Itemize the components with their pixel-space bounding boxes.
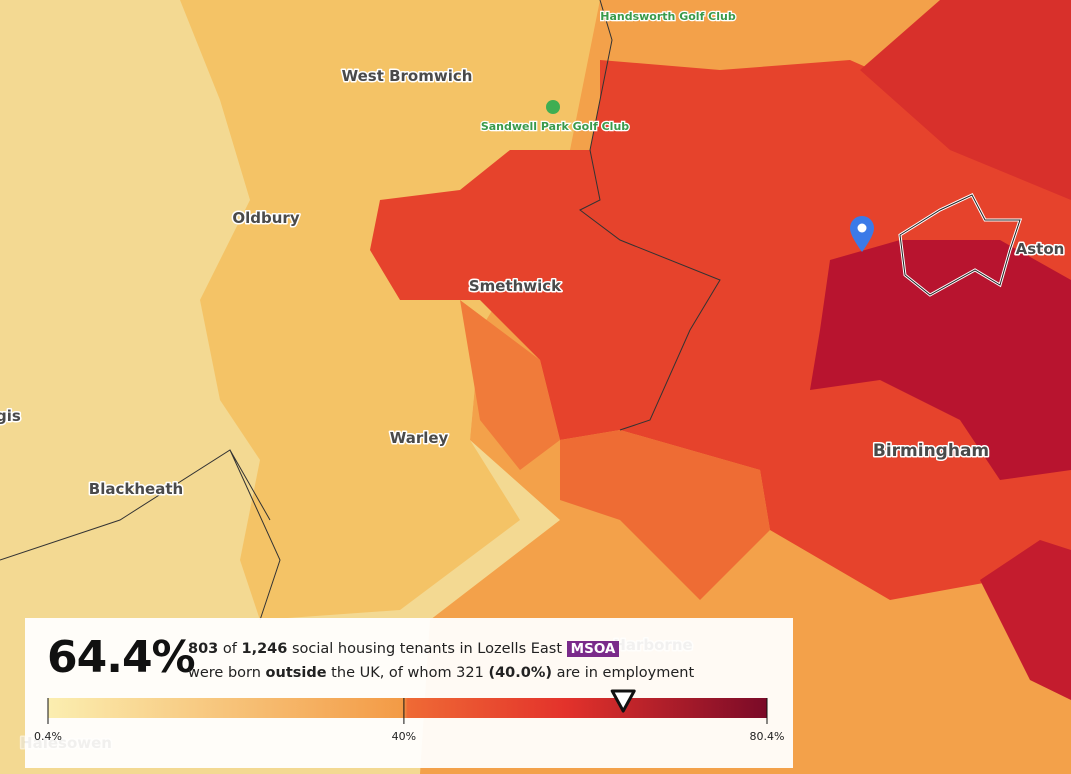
description: 803 of 1,246 social housing tenants in L… [188, 637, 694, 685]
region [860, 0, 1071, 200]
place-label: Blackheath [89, 480, 183, 498]
legend-tick-label: 40% [392, 730, 416, 743]
location-pin [850, 216, 874, 252]
description-text: outside [265, 665, 327, 681]
region [370, 60, 1071, 600]
description-text: (40.0%) [488, 665, 553, 681]
place-label: Birmingham [873, 441, 989, 461]
place-label: Sandwell Park Golf Club [481, 120, 629, 133]
place-label: Harborne [613, 636, 692, 654]
place-label: Aston [1016, 240, 1065, 258]
region [560, 430, 770, 600]
description-text: were born [188, 665, 266, 681]
golf-icon [546, 100, 560, 114]
description-text: 1,246 [241, 641, 288, 657]
place-label: Handsworth Golf Club [600, 10, 736, 23]
description-text: of [218, 641, 242, 657]
selected-area-outline [899, 194, 1021, 296]
region [980, 540, 1071, 700]
headline-value: 64.4% [47, 632, 196, 683]
legend-marker [610, 689, 636, 713]
place-label: Warley [390, 429, 449, 447]
description-text: the UK, of whom 321 [326, 665, 489, 681]
place-label: Smethwick [469, 277, 562, 295]
info-panel [25, 618, 793, 768]
region [810, 240, 1071, 480]
description-text: social housing tenants in Lozells East [287, 641, 567, 657]
place-label: Oldbury [232, 209, 299, 227]
description-text: are in employment [552, 665, 695, 681]
region [460, 300, 560, 470]
location-pin-dot [857, 223, 867, 233]
legend-tick-label: 80.4% [750, 730, 785, 743]
place-label: gis [0, 407, 21, 425]
legend-bar [48, 698, 767, 718]
place-label: Halesowen [20, 734, 112, 752]
boundary [0, 0, 721, 621]
legend-tick-label: 0.4% [34, 730, 62, 743]
description-line: were born outside the UK, of whom 321 (4… [188, 661, 694, 685]
geography-tag: MSOA [566, 641, 620, 657]
description-text: 803 [188, 641, 219, 657]
description-line: 803 of 1,246 social housing tenants in L… [188, 637, 694, 661]
place-label: West Bromwich [342, 67, 473, 85]
